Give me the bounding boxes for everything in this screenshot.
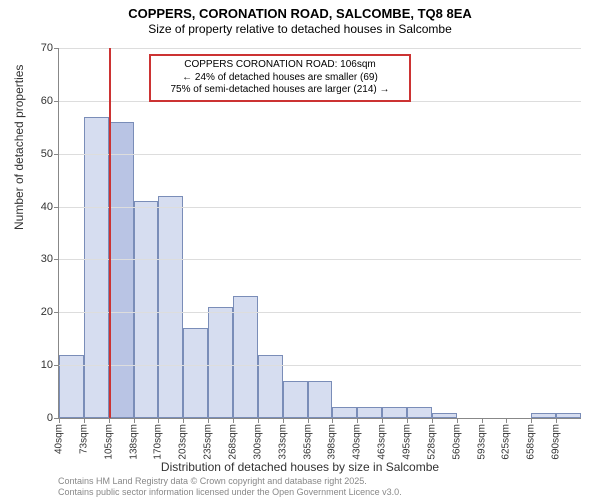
xtick-mark: [457, 418, 458, 423]
xtick-mark: [308, 418, 309, 423]
xtick-mark: [482, 418, 483, 423]
bar: [258, 355, 283, 418]
gridline: [59, 207, 581, 208]
xtick-label: 658sqm: [526, 424, 537, 460]
property-marker-line: [109, 48, 111, 418]
plot-area: 01020304050607040sqm73sqm105sqm138sqm170…: [58, 48, 581, 419]
ytick-mark: [54, 259, 59, 260]
ytick-mark: [54, 365, 59, 366]
gridline: [59, 154, 581, 155]
annotation-box: COPPERS CORONATION ROAD: 106sqm← 24% of …: [149, 54, 411, 102]
xtick-mark: [109, 418, 110, 423]
bar: [208, 307, 233, 418]
ytick-mark: [54, 312, 59, 313]
bar: [556, 413, 581, 418]
ytick-label: 50: [41, 148, 53, 160]
gridline: [59, 365, 581, 366]
xtick-mark: [208, 418, 209, 423]
bars-group: [59, 48, 581, 418]
ytick-mark: [54, 101, 59, 102]
xtick-label: 203sqm: [178, 424, 189, 460]
xtick-mark: [531, 418, 532, 423]
bar: [134, 201, 159, 418]
chart-container: COPPERS, CORONATION ROAD, SALCOMBE, TQ8 …: [0, 0, 600, 500]
ytick-label: 0: [47, 412, 53, 424]
xtick-label: 365sqm: [302, 424, 313, 460]
bar: [233, 296, 258, 418]
ytick-label: 70: [41, 42, 53, 54]
ytick-label: 60: [41, 95, 53, 107]
xtick-mark: [134, 418, 135, 423]
xtick-mark: [382, 418, 383, 423]
xtick-label: 625sqm: [501, 424, 512, 460]
xtick-label: 73sqm: [78, 424, 89, 454]
xtick-mark: [183, 418, 184, 423]
xtick-mark: [556, 418, 557, 423]
xtick-label: 268sqm: [228, 424, 239, 460]
gridline: [59, 259, 581, 260]
ytick-mark: [54, 48, 59, 49]
credit-text: Contains HM Land Registry data © Crown c…: [58, 476, 402, 498]
bar: [183, 328, 208, 418]
xtick-label: 430sqm: [352, 424, 363, 460]
bar: [332, 407, 357, 418]
xtick-mark: [332, 418, 333, 423]
bar: [357, 407, 382, 418]
xtick-label: 560sqm: [451, 424, 462, 460]
xtick-mark: [506, 418, 507, 423]
ytick-label: 20: [41, 306, 53, 318]
xtick-mark: [283, 418, 284, 423]
chart-subtitle: Size of property relative to detached ho…: [0, 22, 600, 40]
annotation-line: COPPERS CORONATION ROAD: 106sqm: [157, 59, 403, 72]
bar: [158, 196, 183, 418]
xtick-mark: [84, 418, 85, 423]
bar: [308, 381, 333, 418]
ytick-label: 10: [41, 359, 53, 371]
bar: [59, 355, 84, 418]
xtick-mark: [432, 418, 433, 423]
credit-line-2: Contains public sector information licen…: [58, 487, 402, 498]
xtick-label: 138sqm: [128, 424, 139, 460]
ytick-label: 30: [41, 253, 53, 265]
gridline: [59, 48, 581, 49]
xtick-mark: [59, 418, 60, 423]
xtick-label: 300sqm: [252, 424, 263, 460]
xtick-label: 690sqm: [551, 424, 562, 460]
chart-title: COPPERS, CORONATION ROAD, SALCOMBE, TQ8 …: [0, 0, 600, 22]
bar: [407, 407, 432, 418]
annotation-line: ← 24% of detached houses are smaller (69…: [157, 72, 403, 85]
xtick-label: 528sqm: [426, 424, 437, 460]
bar: [109, 122, 134, 418]
xtick-mark: [357, 418, 358, 423]
xtick-mark: [233, 418, 234, 423]
xtick-mark: [258, 418, 259, 423]
xtick-label: 593sqm: [476, 424, 487, 460]
y-axis-label: Number of detached properties: [12, 65, 26, 230]
bar: [84, 117, 109, 418]
xtick-label: 333sqm: [277, 424, 288, 460]
x-axis-label: Distribution of detached houses by size …: [0, 460, 600, 474]
ytick-mark: [54, 207, 59, 208]
gridline: [59, 312, 581, 313]
ytick-label: 40: [41, 201, 53, 213]
xtick-label: 40sqm: [54, 424, 65, 454]
bar: [432, 413, 457, 418]
xtick-label: 463sqm: [377, 424, 388, 460]
annotation-line: 75% of semi-detached houses are larger (…: [157, 84, 403, 97]
credit-line-1: Contains HM Land Registry data © Crown c…: [58, 476, 402, 487]
xtick-mark: [158, 418, 159, 423]
ytick-mark: [54, 154, 59, 155]
xtick-label: 105sqm: [103, 424, 114, 460]
xtick-label: 495sqm: [402, 424, 413, 460]
bar: [283, 381, 308, 418]
bar: [531, 413, 556, 418]
xtick-mark: [407, 418, 408, 423]
xtick-label: 398sqm: [327, 424, 338, 460]
bar: [382, 407, 407, 418]
xtick-label: 235sqm: [203, 424, 214, 460]
xtick-label: 170sqm: [153, 424, 164, 460]
